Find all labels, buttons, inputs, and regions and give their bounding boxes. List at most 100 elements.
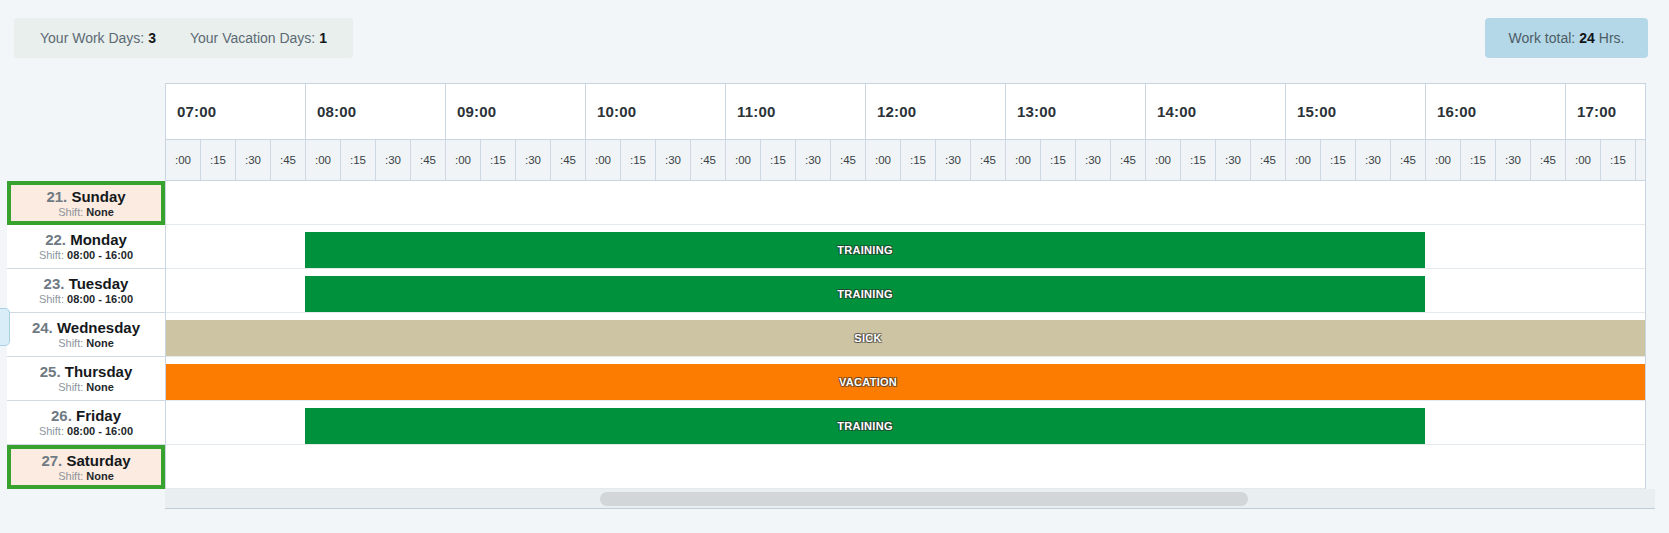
quarter-cell: :45 (1531, 140, 1566, 180)
quarter-cell: :30 (1496, 140, 1531, 180)
horizontal-scrollbar-track[interactable] (165, 489, 1655, 509)
quarter-cell: :00 (726, 140, 761, 180)
grid-row-sunday (166, 181, 1645, 225)
shift-bar-training[interactable]: TRAINING (305, 408, 1425, 444)
quarter-cell: :45 (831, 140, 866, 180)
day-shift: Shift: None (11, 469, 161, 483)
shift-bar-training[interactable]: TRAINING (305, 232, 1425, 268)
shift-prefix: Shift: (39, 425, 67, 437)
shift-bar-sick[interactable]: SICK (166, 320, 1645, 356)
quarter-cell: :15 (1321, 140, 1356, 180)
day-number: 27. (41, 452, 66, 469)
shift-bar-label: TRAINING (837, 420, 893, 432)
grid-row-monday: TRAINING (166, 225, 1645, 269)
day-label-friday[interactable]: 26. FridayShift: 08:00 - 16:00 (7, 401, 165, 445)
hour-cell: 08:00 (306, 84, 446, 139)
day-shift: Shift: 08:00 - 16:00 (7, 424, 165, 438)
vacation-days-label: Your Vacation Days: (190, 30, 315, 46)
day-label-monday[interactable]: 22. MondayShift: 08:00 - 16:00 (7, 225, 165, 269)
hour-label: 15:00 (1297, 103, 1336, 120)
shift-bar-label: SICK (854, 332, 881, 344)
left-edge-drawer-tab[interactable] (0, 308, 10, 346)
shift-prefix: Shift: (39, 249, 67, 261)
quarter-cell: :30 (1076, 140, 1111, 180)
day-name: Monday (70, 231, 127, 248)
day-title: 21. Sunday (11, 188, 161, 205)
day-name: Friday (76, 407, 121, 424)
day-label-wednesday[interactable]: 24. WednesdayShift: None (7, 313, 165, 357)
day-title: 25. Thursday (7, 363, 165, 380)
day-label-sunday[interactable]: 21. SundayShift: None (7, 181, 165, 225)
day-shift: Shift: 08:00 - 16:00 (7, 292, 165, 306)
vacation-days-summary: Your Vacation Days: 1 (190, 30, 327, 46)
quarter-cell: :00 (1286, 140, 1321, 180)
quarter-cell: :00 (1146, 140, 1181, 180)
grid-row-saturday (166, 445, 1645, 489)
hour-label: 13:00 (1017, 103, 1056, 120)
shift-value: 08:00 - 16:00 (67, 425, 133, 437)
shift-value: None (86, 381, 114, 393)
shift-bar-label: VACATION (839, 376, 897, 388)
quarter-cell: :30 (516, 140, 551, 180)
shift-prefix: Shift: (58, 381, 86, 393)
day-title: 23. Tuesday (7, 275, 165, 292)
quarter-cell: :45 (1391, 140, 1426, 180)
hour-label: 08:00 (317, 103, 356, 120)
day-number: 22. (45, 231, 70, 248)
hour-cell: 12:00 (866, 84, 1006, 139)
shift-value: 08:00 - 16:00 (67, 249, 133, 261)
quarter-cell: :30 (656, 140, 691, 180)
work-total-unit: Hrs. (1599, 30, 1625, 46)
day-title: 27. Saturday (11, 452, 161, 469)
day-label-tuesday[interactable]: 23. TuesdayShift: 08:00 - 16:00 (7, 269, 165, 313)
day-number: 26. (51, 407, 76, 424)
work-total-value: 24 (1579, 30, 1595, 46)
hour-label: 11:00 (737, 103, 776, 120)
summary-badges: Your Work Days: 3 Your Vacation Days: 1 (14, 18, 353, 58)
quarter-cell: :00 (166, 140, 201, 180)
day-shift: Shift: None (7, 336, 165, 350)
hour-cell: 17:00 (1566, 84, 1645, 139)
grid-row-tuesday: TRAINING (166, 269, 1645, 313)
quarter-cell: :00 (1426, 140, 1461, 180)
shift-bar-training[interactable]: TRAINING (305, 276, 1425, 312)
shift-prefix: Shift: (58, 470, 86, 482)
quarter-cell: :45 (271, 140, 306, 180)
quarter-cell: :15 (341, 140, 376, 180)
horizontal-scrollbar-thumb[interactable] (600, 492, 1248, 506)
day-name: Sunday (71, 188, 125, 205)
hour-label: 09:00 (457, 103, 496, 120)
day-title: 24. Wednesday (7, 319, 165, 336)
quarter-cell: :30 (1356, 140, 1391, 180)
day-name: Saturday (66, 452, 130, 469)
shift-value: None (86, 206, 114, 218)
quarter-cell: :45 (1251, 140, 1286, 180)
shift-prefix: Shift: (39, 293, 67, 305)
hour-cell: 07:00 (166, 84, 306, 139)
day-shift: Shift: None (7, 380, 165, 394)
shift-value: None (86, 470, 114, 482)
day-shift: Shift: 08:00 - 16:00 (7, 248, 165, 262)
day-label-thursday[interactable]: 25. ThursdayShift: None (7, 357, 165, 401)
quarter-cell: :00 (866, 140, 901, 180)
day-number: 23. (44, 275, 69, 292)
hour-cell: 14:00 (1146, 84, 1286, 139)
hour-label: 12:00 (877, 103, 916, 120)
shift-bar-vacation[interactable]: VACATION (166, 364, 1645, 400)
shift-value: 08:00 - 16:00 (67, 293, 133, 305)
timeline-hour-row: 07:0008:0009:0010:0011:0012:0013:0014:00… (165, 83, 1646, 139)
hour-label: 07:00 (177, 103, 216, 120)
grid-row-wednesday: SICK (166, 313, 1645, 357)
shift-bar-label: TRAINING (837, 244, 893, 256)
quarter-cell: :30 (376, 140, 411, 180)
shift-prefix: Shift: (58, 337, 86, 349)
day-label-saturday[interactable]: 27. SaturdayShift: None (7, 445, 165, 489)
quarter-cell: :45 (971, 140, 1006, 180)
grid-body: TRAINING TRAINING SICK VACATION TRAINING (165, 181, 1646, 489)
work-days-summary: Your Work Days: 3 (40, 30, 156, 46)
hour-cell: 11:00 (726, 84, 866, 139)
day-number: 21. (46, 188, 71, 205)
quarter-cell: :00 (306, 140, 341, 180)
hour-cell: 13:00 (1006, 84, 1146, 139)
quarter-cell: :15 (621, 140, 656, 180)
